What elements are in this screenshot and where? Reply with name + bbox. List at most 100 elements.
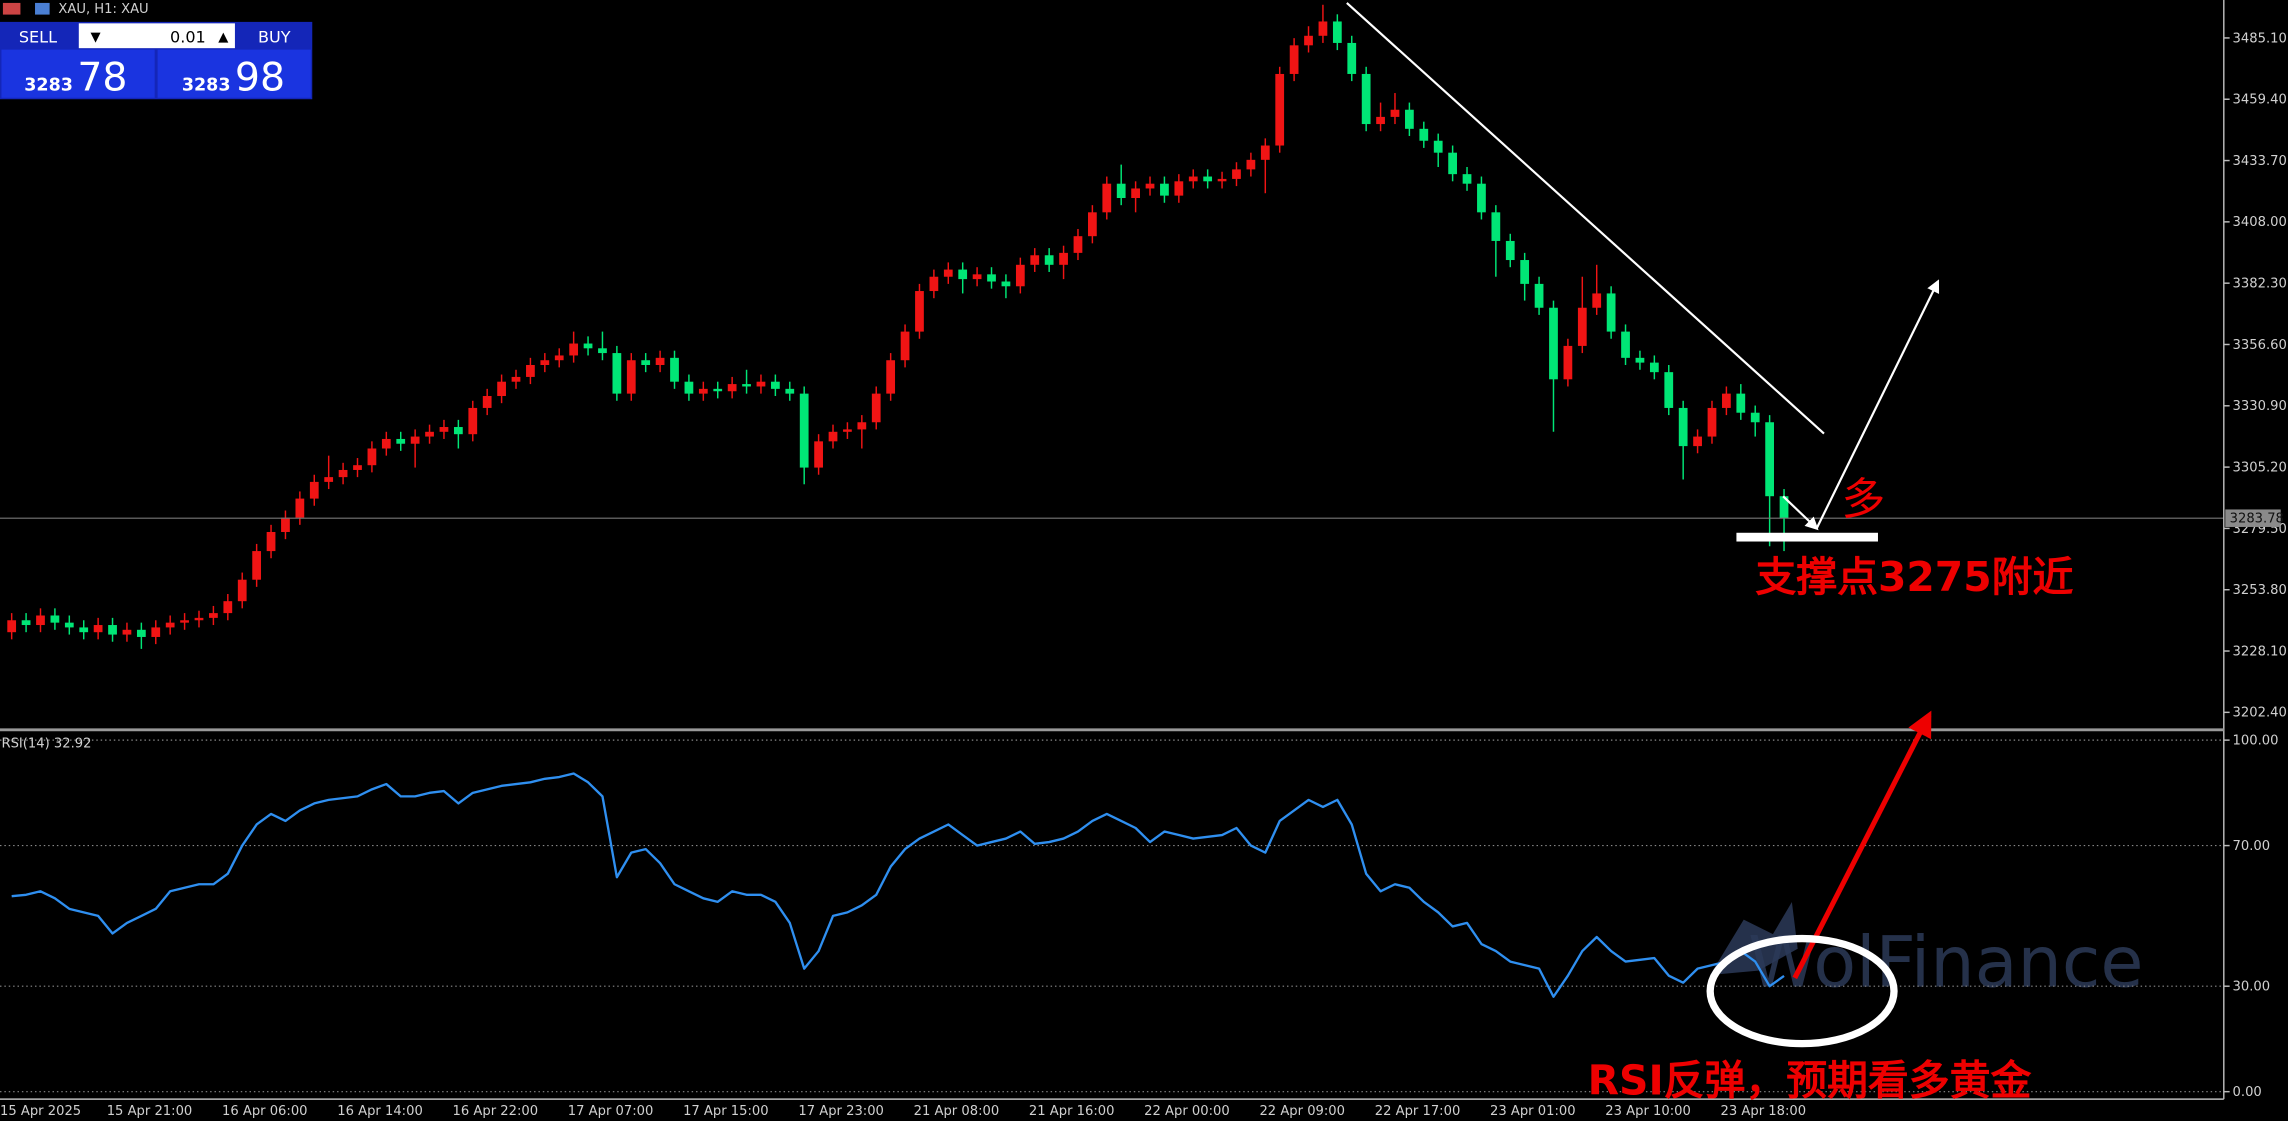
candle-body	[871, 393, 881, 423]
y-tick-label: 3330.90	[2233, 399, 2287, 414]
candle-body	[165, 622, 175, 628]
candle-body	[742, 384, 751, 387]
candle-body	[151, 627, 161, 637]
candle-body	[50, 615, 60, 623]
rsi-line	[11, 772, 1785, 998]
buy-button[interactable]: BUY	[258, 27, 291, 46]
candle-body	[670, 357, 679, 382]
icon	[35, 2, 50, 15]
y-tick-label: 100.00	[2233, 733, 2279, 748]
y-tick-label: 3228.10	[2233, 644, 2287, 659]
bid-price-big: 3283	[24, 75, 73, 95]
candle-body	[929, 276, 939, 292]
candle-body	[1318, 21, 1328, 36]
candle-body	[1160, 183, 1169, 196]
lot-up[interactable]: ▲	[218, 30, 229, 45]
current-price-label: 3283.78	[2230, 512, 2284, 527]
candle-body	[554, 355, 564, 361]
candle-body	[1015, 264, 1025, 287]
candle-body	[1260, 145, 1270, 160]
indicator-title: RSI(14) 32.92	[1, 736, 91, 751]
candle-body	[684, 381, 694, 394]
candle-body	[1491, 212, 1501, 241]
x-tick-label: 15 Apr 2025	[0, 1104, 81, 1119]
candle-body	[1722, 393, 1731, 408]
candle-body	[1419, 128, 1429, 141]
candle-body	[1347, 42, 1357, 74]
candle-body	[814, 441, 823, 468]
candle-body	[713, 388, 723, 392]
ask-price-big: 3283	[182, 75, 231, 95]
x-tick-label: 23 Apr 18:00	[1721, 1104, 1807, 1119]
candle-body	[799, 393, 809, 468]
candle-body	[1505, 240, 1515, 261]
candle-body	[1376, 116, 1385, 125]
window-title: XAU, H1: XAU	[58, 2, 148, 17]
sell-button[interactable]: SELL	[19, 27, 57, 46]
candle-body	[770, 381, 780, 389]
candle-body	[353, 465, 362, 470]
sell-box[interactable]	[1, 49, 155, 98]
plot-layer: 3485.10 3459.40 3433.70 3408.00 3382.30 3356.…	[0, 4, 2287, 1119]
candle-body	[1664, 372, 1674, 408]
y-tick-label: 70.00	[2233, 839, 2271, 854]
x-tick-label: 17 Apr 23:00	[798, 1104, 884, 1119]
annotation: 支撑点3275附近	[1755, 553, 2073, 601]
candle-body	[122, 629, 132, 635]
candle-body	[482, 396, 492, 408]
candle-body	[1030, 255, 1040, 265]
annotation: RSI反弹，预期看多黄金	[1588, 1057, 2032, 1105]
candle-body	[1088, 212, 1097, 237]
candle-body	[108, 625, 117, 635]
candle-body	[1131, 188, 1140, 199]
candle-body	[136, 629, 146, 637]
annotation-layer: 多 支撑点3275附近 RSI反弹，预期看多黄金	[1346, 2, 2074, 1105]
candle-body	[1289, 45, 1299, 74]
candle-body	[1174, 181, 1184, 196]
candle-body	[1707, 407, 1717, 437]
candle-body	[727, 384, 737, 392]
arrow	[1792, 710, 1932, 980]
buy-box[interactable]	[157, 49, 311, 98]
x-tick-label: 17 Apr 07:00	[568, 1104, 654, 1119]
candle-body	[569, 343, 579, 356]
candle-body	[410, 436, 420, 444]
candle-body	[598, 348, 607, 354]
x-tick-label: 17 Apr 15:00	[683, 1104, 769, 1119]
arrow	[1815, 279, 1940, 529]
lot-value[interactable]: 0.01	[170, 27, 206, 46]
candle-body	[1405, 109, 1414, 129]
lot-down[interactable]: ▼	[90, 30, 101, 45]
candle-body	[1779, 496, 1789, 519]
candle-body	[1145, 183, 1155, 189]
candle-body	[612, 353, 622, 394]
y-tick-label: 3485.10	[2233, 31, 2287, 46]
candle-body	[626, 360, 636, 394]
candle-body	[295, 498, 305, 518]
candle-body	[1217, 178, 1227, 182]
candle-body	[987, 274, 996, 282]
candle-body	[223, 601, 233, 614]
y-tick-label: 3459.40	[2233, 93, 2287, 108]
candle-body	[252, 551, 262, 580]
candle-body	[1736, 393, 1746, 413]
annotation: 多	[1841, 474, 1885, 525]
watermark: WolFinance	[1748, 922, 2143, 1004]
candle-body	[1534, 283, 1544, 308]
candle-body	[972, 274, 982, 280]
ask-price-small: 98	[235, 54, 285, 100]
current-price-box	[2225, 509, 2281, 527]
candle-body	[1693, 436, 1702, 447]
candle-body	[1361, 73, 1371, 125]
candle-body	[958, 269, 968, 280]
candle-body	[281, 517, 290, 532]
candle-body	[93, 625, 103, 633]
candle-body	[439, 427, 449, 432]
x-tick-label: 21 Apr 08:00	[914, 1104, 1000, 1119]
y-tick-label: 3253.80	[2233, 583, 2287, 598]
lot-input[interactable]	[78, 23, 235, 49]
y-tick-label: 3408.00	[2233, 215, 2287, 230]
candle-body	[1635, 357, 1645, 363]
candle-body	[1044, 255, 1054, 265]
